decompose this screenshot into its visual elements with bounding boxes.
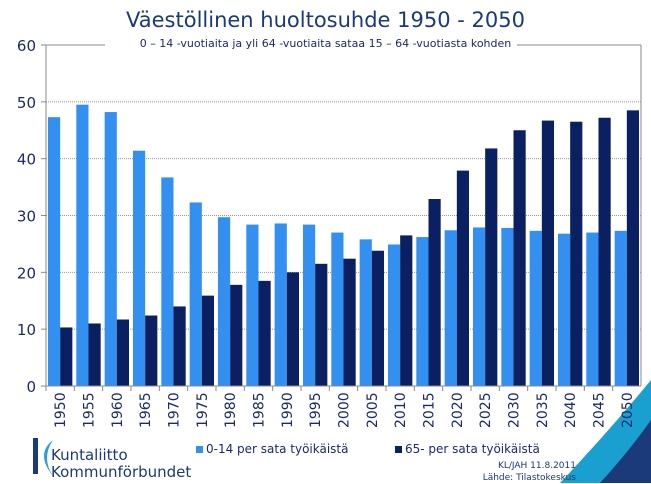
y-tick-label: 20	[17, 264, 36, 282]
bar-65plus-2040	[570, 121, 583, 386]
x-tick-label: 2015	[422, 392, 438, 428]
bar-65plus-2050	[626, 110, 640, 386]
bar-0-14-2045	[586, 232, 599, 386]
y-tick-label: 40	[17, 151, 36, 169]
bar-0-14-1980	[217, 217, 231, 386]
x-tick-label: 2040	[563, 392, 579, 428]
x-tick-label: 1950	[53, 392, 69, 428]
logo-line1: Kuntaliitto	[51, 446, 128, 464]
bar-0-14-1990	[274, 223, 287, 386]
chart-title: Väestöllinen huoltosuhde 1950 - 2050	[126, 8, 525, 32]
bar-65plus-1990	[286, 272, 300, 386]
bar-65plus-1965	[145, 315, 158, 386]
bar-65plus-1995	[315, 263, 328, 386]
x-tick-label: 1985	[252, 392, 268, 428]
legend-swatch	[196, 446, 203, 453]
bar-65plus-2000	[343, 258, 356, 386]
bar-65plus-1985	[258, 280, 271, 386]
bar-0-14-1965	[132, 150, 146, 386]
x-tick-label: 1965	[138, 392, 154, 428]
bar-0-14-2035	[529, 230, 542, 386]
x-tick-label: 2035	[535, 392, 551, 428]
x-tick-label: 2010	[393, 392, 409, 428]
credit-line1: KL/JAH 11.8.2011	[497, 461, 576, 471]
bar-65plus-1970	[173, 306, 186, 386]
bar-65plus-2015	[428, 199, 441, 386]
bar-65plus-1980	[230, 284, 243, 386]
subtitle-text: 0 – 14 -vuotiaita ja yli 64 -vuotiaita s…	[133, 37, 518, 50]
x-tick-label: 1995	[308, 392, 324, 428]
y-tick-label: 0	[26, 378, 36, 396]
kuntaliitto-logo: Kuntaliitto Kommunförbundet	[33, 436, 191, 481]
x-tick-label: 1980	[223, 392, 239, 428]
x-tick-label: 1960	[110, 392, 126, 428]
bar-0-14-2015	[416, 237, 429, 386]
x-tick-label: 2050	[620, 392, 636, 428]
bar-65plus-1960	[116, 319, 130, 386]
bar-65plus-1975	[201, 295, 215, 386]
bar-0-14-2040	[557, 233, 571, 386]
bar-0-14-2020	[444, 230, 457, 386]
bar-65plus-2030	[513, 130, 526, 386]
bar-0-14-2025	[472, 227, 486, 386]
bar-0-14-2010	[387, 244, 401, 386]
logo-k-icon	[33, 438, 53, 476]
y-tick-label: 50	[17, 94, 36, 112]
bar-0-14-1995	[302, 224, 316, 386]
bar-65plus-2020	[456, 170, 470, 386]
bar-0-14-1985	[246, 224, 259, 386]
bar-65plus-2005	[371, 250, 385, 386]
legend-item-0-14: 0-14 per sata työikäistä	[196, 442, 349, 456]
bar-65plus-2025	[485, 148, 498, 386]
x-tick-label: 2005	[365, 392, 381, 428]
y-tick-label: 10	[17, 321, 36, 339]
bar-65plus-2045	[598, 117, 611, 386]
bar-65plus-1950	[60, 327, 73, 386]
chart-subtitle: 0 – 14 -vuotiaita ja yli 64 -vuotiaita s…	[0, 37, 651, 50]
x-tick-label: 1990	[280, 392, 296, 428]
x-tick-label: 2000	[337, 392, 353, 428]
bar-0-14-2005	[359, 239, 372, 386]
legend-label: 0-14 per sata työikäistä	[206, 442, 349, 456]
logo-line2: Kommunförbundet	[51, 463, 192, 481]
legend-label: 65- per sata työikäistä	[405, 442, 540, 456]
y-tick-label: 30	[17, 208, 36, 226]
credit-source: Lähde: Tilastokeskus	[482, 473, 576, 483]
x-tick-label: 1970	[167, 392, 183, 428]
x-tick-label: 2045	[592, 392, 608, 428]
x-tick-label: 1975	[195, 392, 211, 428]
legend-swatch	[395, 446, 402, 453]
bar-0-14-1950	[47, 117, 61, 386]
bar-0-14-2030	[501, 228, 514, 386]
bar-65plus-2035	[541, 120, 555, 387]
bar-0-14-2050	[614, 230, 627, 386]
bar-0-14-1970	[161, 177, 174, 386]
bar-65plus-1955	[88, 323, 101, 386]
x-tick-label: 2020	[450, 392, 466, 428]
credit: KL/JAH 11.8.2011 Lähde: Tilastokeskus	[483, 460, 576, 484]
bar-0-14-2000	[331, 232, 344, 386]
bar-65plus-2010	[400, 235, 413, 386]
bar-0-14-1955	[76, 104, 89, 387]
y-tick-label: 60	[17, 37, 36, 55]
bar-0-14-1960	[104, 112, 117, 387]
legend-item-65: 65- per sata työikäistä	[395, 442, 540, 456]
x-tick-label: 2025	[478, 392, 494, 428]
decorative-swoosh	[600, 420, 651, 483]
x-tick-label: 1955	[82, 392, 98, 428]
bar-0-14-1975	[189, 202, 202, 386]
x-tick-label: 2030	[507, 392, 523, 428]
